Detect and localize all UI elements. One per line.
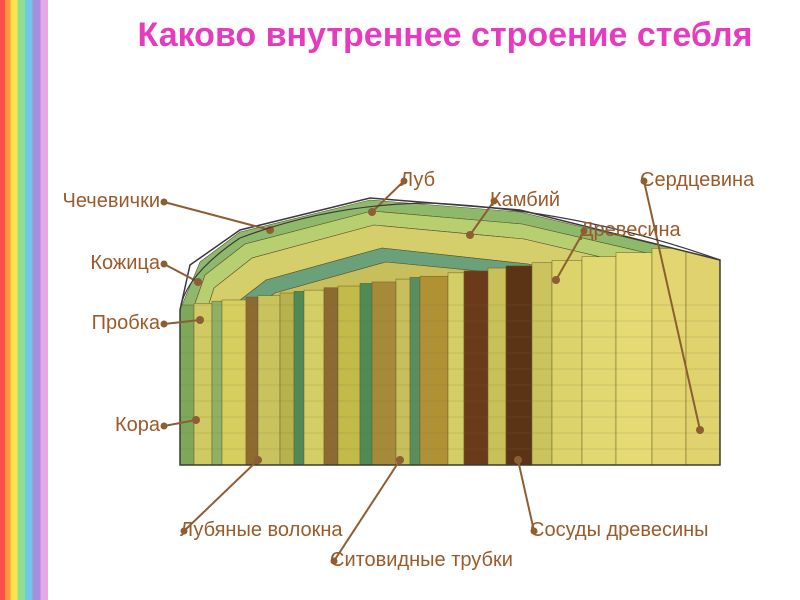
- front-band: [506, 266, 532, 465]
- label-drevesina: Древесина: [580, 219, 681, 242]
- stem-diagram: [0, 0, 800, 600]
- front-band: [396, 279, 410, 465]
- label-chechevichki: Чечевички: [63, 190, 160, 213]
- front-band: [532, 263, 552, 465]
- label-lub: Луб: [400, 169, 435, 192]
- front-band: [338, 286, 360, 465]
- front-band: [194, 303, 212, 465]
- front-band: [212, 301, 222, 465]
- label-sosudy: Сосуды древесины: [530, 519, 709, 542]
- label-kozhitsa: Кожица: [90, 252, 160, 275]
- front-band: [582, 257, 616, 465]
- front-band: [222, 300, 246, 465]
- front-band: [246, 297, 258, 465]
- front-band: [464, 271, 488, 465]
- front-band: [294, 291, 304, 465]
- front-band: [410, 277, 420, 465]
- front-band: [552, 260, 582, 465]
- front-band: [304, 290, 324, 465]
- front-band: [372, 282, 396, 465]
- label-sitovidnye: Ситовидные трубки: [330, 549, 513, 572]
- label-lubyanye: Лубяные волокна: [180, 519, 343, 542]
- label-serdtsevina: Сердцевина: [640, 169, 754, 192]
- label-kambiy: Камбий: [490, 189, 560, 212]
- front-band: [360, 283, 372, 465]
- front-band: [420, 276, 448, 465]
- front-band: [488, 268, 506, 465]
- label-kora: Кора: [115, 414, 160, 437]
- front-band: [280, 293, 294, 465]
- front-band: [324, 288, 338, 465]
- front-band: [652, 248, 686, 465]
- label-probka: Пробка: [92, 312, 160, 335]
